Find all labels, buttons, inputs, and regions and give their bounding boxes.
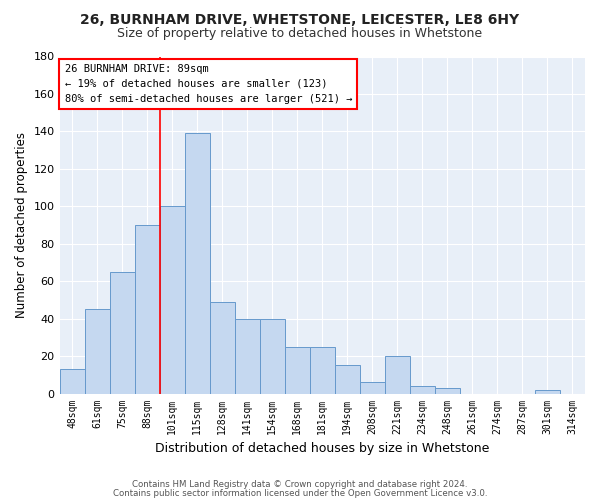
Bar [535,390,560,394]
Bar [185,134,209,394]
Bar [310,346,335,394]
Text: Size of property relative to detached houses in Whetstone: Size of property relative to detached ho… [118,28,482,40]
Bar [435,388,460,394]
Bar [160,206,185,394]
Bar [360,382,385,394]
Bar [85,310,110,394]
Bar [134,225,160,394]
Bar [410,386,435,394]
Bar [59,369,85,394]
X-axis label: Distribution of detached houses by size in Whetstone: Distribution of detached houses by size … [155,442,490,455]
Text: Contains HM Land Registry data © Crown copyright and database right 2024.: Contains HM Land Registry data © Crown c… [132,480,468,489]
Y-axis label: Number of detached properties: Number of detached properties [15,132,28,318]
Text: 26 BURNHAM DRIVE: 89sqm
← 19% of detached houses are smaller (123)
80% of semi-d: 26 BURNHAM DRIVE: 89sqm ← 19% of detache… [65,64,352,104]
Text: Contains public sector information licensed under the Open Government Licence v3: Contains public sector information licen… [113,489,487,498]
Bar [235,318,260,394]
Bar [110,272,134,394]
Bar [260,318,285,394]
Bar [285,346,310,394]
Text: 26, BURNHAM DRIVE, WHETSTONE, LEICESTER, LE8 6HY: 26, BURNHAM DRIVE, WHETSTONE, LEICESTER,… [80,12,520,26]
Bar [385,356,410,394]
Bar [209,302,235,394]
Bar [335,366,360,394]
